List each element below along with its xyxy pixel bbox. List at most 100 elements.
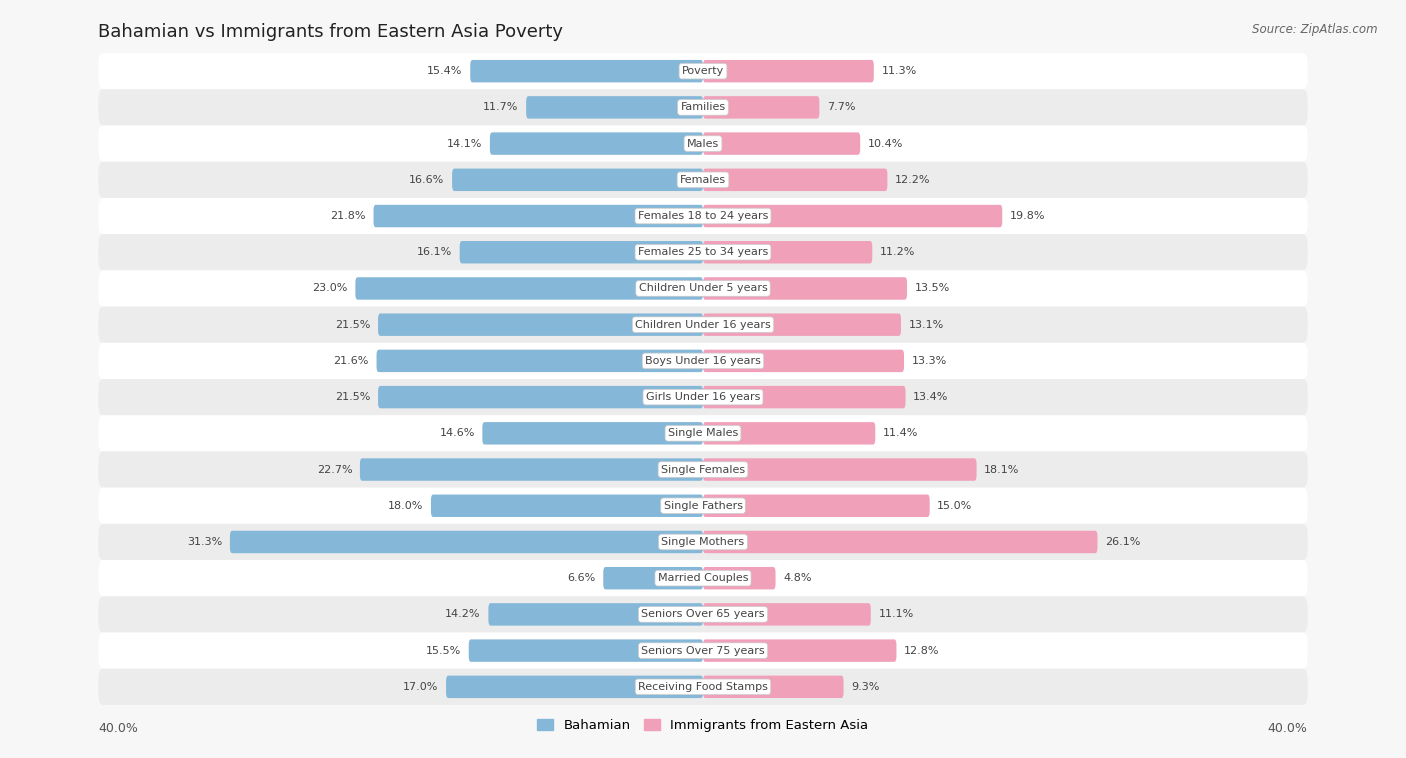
FancyBboxPatch shape bbox=[703, 96, 820, 118]
FancyBboxPatch shape bbox=[98, 560, 1308, 597]
Text: 13.4%: 13.4% bbox=[912, 392, 949, 402]
FancyBboxPatch shape bbox=[98, 597, 1308, 632]
FancyBboxPatch shape bbox=[360, 459, 703, 481]
Text: 6.6%: 6.6% bbox=[568, 573, 596, 583]
Text: 18.1%: 18.1% bbox=[984, 465, 1019, 475]
FancyBboxPatch shape bbox=[489, 133, 703, 155]
FancyBboxPatch shape bbox=[378, 314, 703, 336]
Text: 11.4%: 11.4% bbox=[883, 428, 918, 438]
FancyBboxPatch shape bbox=[430, 494, 703, 517]
FancyBboxPatch shape bbox=[488, 603, 703, 625]
Text: Children Under 16 years: Children Under 16 years bbox=[636, 320, 770, 330]
Text: 13.5%: 13.5% bbox=[915, 283, 950, 293]
Text: 14.1%: 14.1% bbox=[447, 139, 482, 149]
Text: Females 25 to 34 years: Females 25 to 34 years bbox=[638, 247, 768, 257]
Text: Females: Females bbox=[681, 175, 725, 185]
Text: 31.3%: 31.3% bbox=[187, 537, 222, 547]
FancyBboxPatch shape bbox=[453, 168, 703, 191]
FancyBboxPatch shape bbox=[703, 640, 897, 662]
FancyBboxPatch shape bbox=[703, 314, 901, 336]
Text: 10.4%: 10.4% bbox=[868, 139, 903, 149]
Text: Females 18 to 24 years: Females 18 to 24 years bbox=[638, 211, 768, 221]
FancyBboxPatch shape bbox=[98, 379, 1308, 415]
Text: 11.7%: 11.7% bbox=[484, 102, 519, 112]
Text: 13.3%: 13.3% bbox=[911, 356, 946, 366]
Text: Girls Under 16 years: Girls Under 16 years bbox=[645, 392, 761, 402]
FancyBboxPatch shape bbox=[482, 422, 703, 444]
FancyBboxPatch shape bbox=[98, 89, 1308, 126]
Legend: Bahamian, Immigrants from Eastern Asia: Bahamian, Immigrants from Eastern Asia bbox=[531, 714, 875, 738]
Text: 14.6%: 14.6% bbox=[440, 428, 475, 438]
FancyBboxPatch shape bbox=[470, 60, 703, 83]
Text: 16.6%: 16.6% bbox=[409, 175, 444, 185]
FancyBboxPatch shape bbox=[98, 53, 1308, 89]
Text: 11.2%: 11.2% bbox=[880, 247, 915, 257]
Text: 21.6%: 21.6% bbox=[333, 356, 368, 366]
Text: 23.0%: 23.0% bbox=[312, 283, 347, 293]
FancyBboxPatch shape bbox=[460, 241, 703, 264]
Text: 26.1%: 26.1% bbox=[1105, 537, 1140, 547]
Text: 21.8%: 21.8% bbox=[330, 211, 366, 221]
FancyBboxPatch shape bbox=[703, 459, 977, 481]
Text: 40.0%: 40.0% bbox=[1268, 722, 1308, 735]
Text: 15.5%: 15.5% bbox=[426, 646, 461, 656]
Text: 15.0%: 15.0% bbox=[938, 501, 973, 511]
FancyBboxPatch shape bbox=[98, 669, 1308, 705]
Text: Married Couples: Married Couples bbox=[658, 573, 748, 583]
Text: Single Fathers: Single Fathers bbox=[664, 501, 742, 511]
FancyBboxPatch shape bbox=[446, 675, 703, 698]
FancyBboxPatch shape bbox=[98, 524, 1308, 560]
FancyBboxPatch shape bbox=[703, 531, 1098, 553]
Text: 12.8%: 12.8% bbox=[904, 646, 939, 656]
Text: Single Males: Single Males bbox=[668, 428, 738, 438]
Text: 7.7%: 7.7% bbox=[827, 102, 855, 112]
FancyBboxPatch shape bbox=[356, 277, 703, 299]
FancyBboxPatch shape bbox=[703, 241, 872, 264]
FancyBboxPatch shape bbox=[703, 386, 905, 409]
FancyBboxPatch shape bbox=[703, 422, 876, 444]
FancyBboxPatch shape bbox=[98, 126, 1308, 161]
FancyBboxPatch shape bbox=[98, 415, 1308, 452]
FancyBboxPatch shape bbox=[374, 205, 703, 227]
Text: 11.1%: 11.1% bbox=[879, 609, 914, 619]
FancyBboxPatch shape bbox=[377, 349, 703, 372]
Text: 11.3%: 11.3% bbox=[882, 66, 917, 76]
Text: Males: Males bbox=[688, 139, 718, 149]
Text: Children Under 5 years: Children Under 5 years bbox=[638, 283, 768, 293]
Text: Families: Families bbox=[681, 102, 725, 112]
FancyBboxPatch shape bbox=[98, 306, 1308, 343]
Text: 16.1%: 16.1% bbox=[416, 247, 453, 257]
FancyBboxPatch shape bbox=[98, 487, 1308, 524]
Text: 9.3%: 9.3% bbox=[851, 682, 880, 692]
FancyBboxPatch shape bbox=[98, 234, 1308, 271]
Text: 19.8%: 19.8% bbox=[1010, 211, 1045, 221]
Text: 4.8%: 4.8% bbox=[783, 573, 811, 583]
Text: 12.2%: 12.2% bbox=[896, 175, 931, 185]
FancyBboxPatch shape bbox=[703, 349, 904, 372]
Text: Bahamian vs Immigrants from Eastern Asia Poverty: Bahamian vs Immigrants from Eastern Asia… bbox=[98, 23, 564, 41]
Text: 17.0%: 17.0% bbox=[404, 682, 439, 692]
FancyBboxPatch shape bbox=[98, 452, 1308, 487]
FancyBboxPatch shape bbox=[378, 386, 703, 409]
FancyBboxPatch shape bbox=[703, 603, 870, 625]
Text: 14.2%: 14.2% bbox=[446, 609, 481, 619]
Text: Poverty: Poverty bbox=[682, 66, 724, 76]
FancyBboxPatch shape bbox=[98, 343, 1308, 379]
FancyBboxPatch shape bbox=[468, 640, 703, 662]
Text: 21.5%: 21.5% bbox=[335, 320, 371, 330]
FancyBboxPatch shape bbox=[231, 531, 703, 553]
Text: Boys Under 16 years: Boys Under 16 years bbox=[645, 356, 761, 366]
Text: Single Females: Single Females bbox=[661, 465, 745, 475]
Text: Source: ZipAtlas.com: Source: ZipAtlas.com bbox=[1253, 23, 1378, 36]
Text: 21.5%: 21.5% bbox=[335, 392, 371, 402]
Text: Single Mothers: Single Mothers bbox=[661, 537, 745, 547]
FancyBboxPatch shape bbox=[703, 60, 873, 83]
FancyBboxPatch shape bbox=[703, 675, 844, 698]
FancyBboxPatch shape bbox=[703, 567, 776, 590]
FancyBboxPatch shape bbox=[98, 198, 1308, 234]
FancyBboxPatch shape bbox=[703, 494, 929, 517]
Text: Seniors Over 75 years: Seniors Over 75 years bbox=[641, 646, 765, 656]
FancyBboxPatch shape bbox=[703, 133, 860, 155]
FancyBboxPatch shape bbox=[703, 168, 887, 191]
FancyBboxPatch shape bbox=[98, 632, 1308, 669]
